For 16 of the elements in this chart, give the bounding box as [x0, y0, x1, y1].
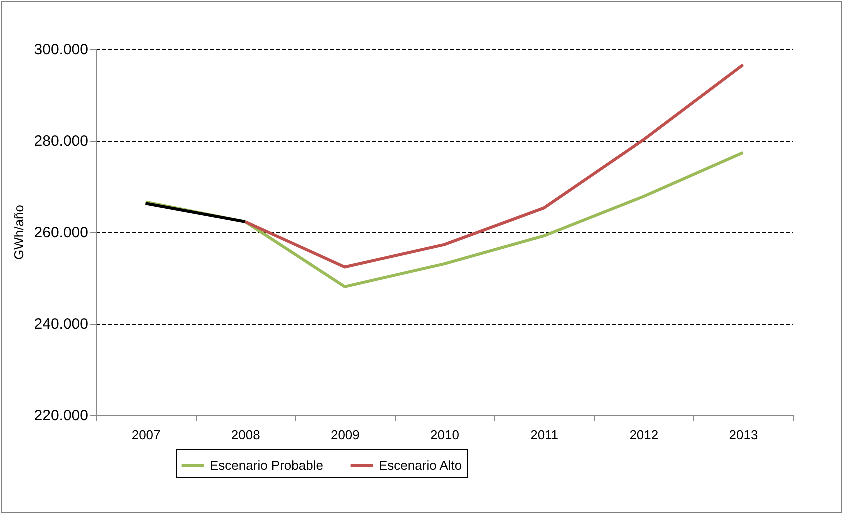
y-tick-label: 240.000 — [34, 316, 88, 333]
y-tick-label: 260.000 — [34, 224, 88, 242]
x-tick-label: 2013 — [729, 428, 758, 442]
legend-label: Escenario Probable — [210, 458, 324, 473]
y-axis-title: GWh/año — [11, 205, 26, 260]
legend-label: Escenario Alto — [379, 458, 462, 473]
x-tick-label: 2008 — [231, 428, 260, 442]
y-tick-label: 220.000 — [34, 408, 88, 424]
y-tick-label: 300.000 — [34, 42, 88, 58]
x-tick-label: 2011 — [530, 428, 559, 442]
x-tick-label: 2010 — [430, 428, 460, 442]
y-tick-label: 280.000 — [34, 133, 88, 150]
x-tick-label: 2012 — [630, 428, 659, 442]
line-series — [244, 64, 745, 269]
x-tick-label: 2007 — [132, 428, 161, 442]
x-tick-label: 2009 — [330, 428, 360, 442]
